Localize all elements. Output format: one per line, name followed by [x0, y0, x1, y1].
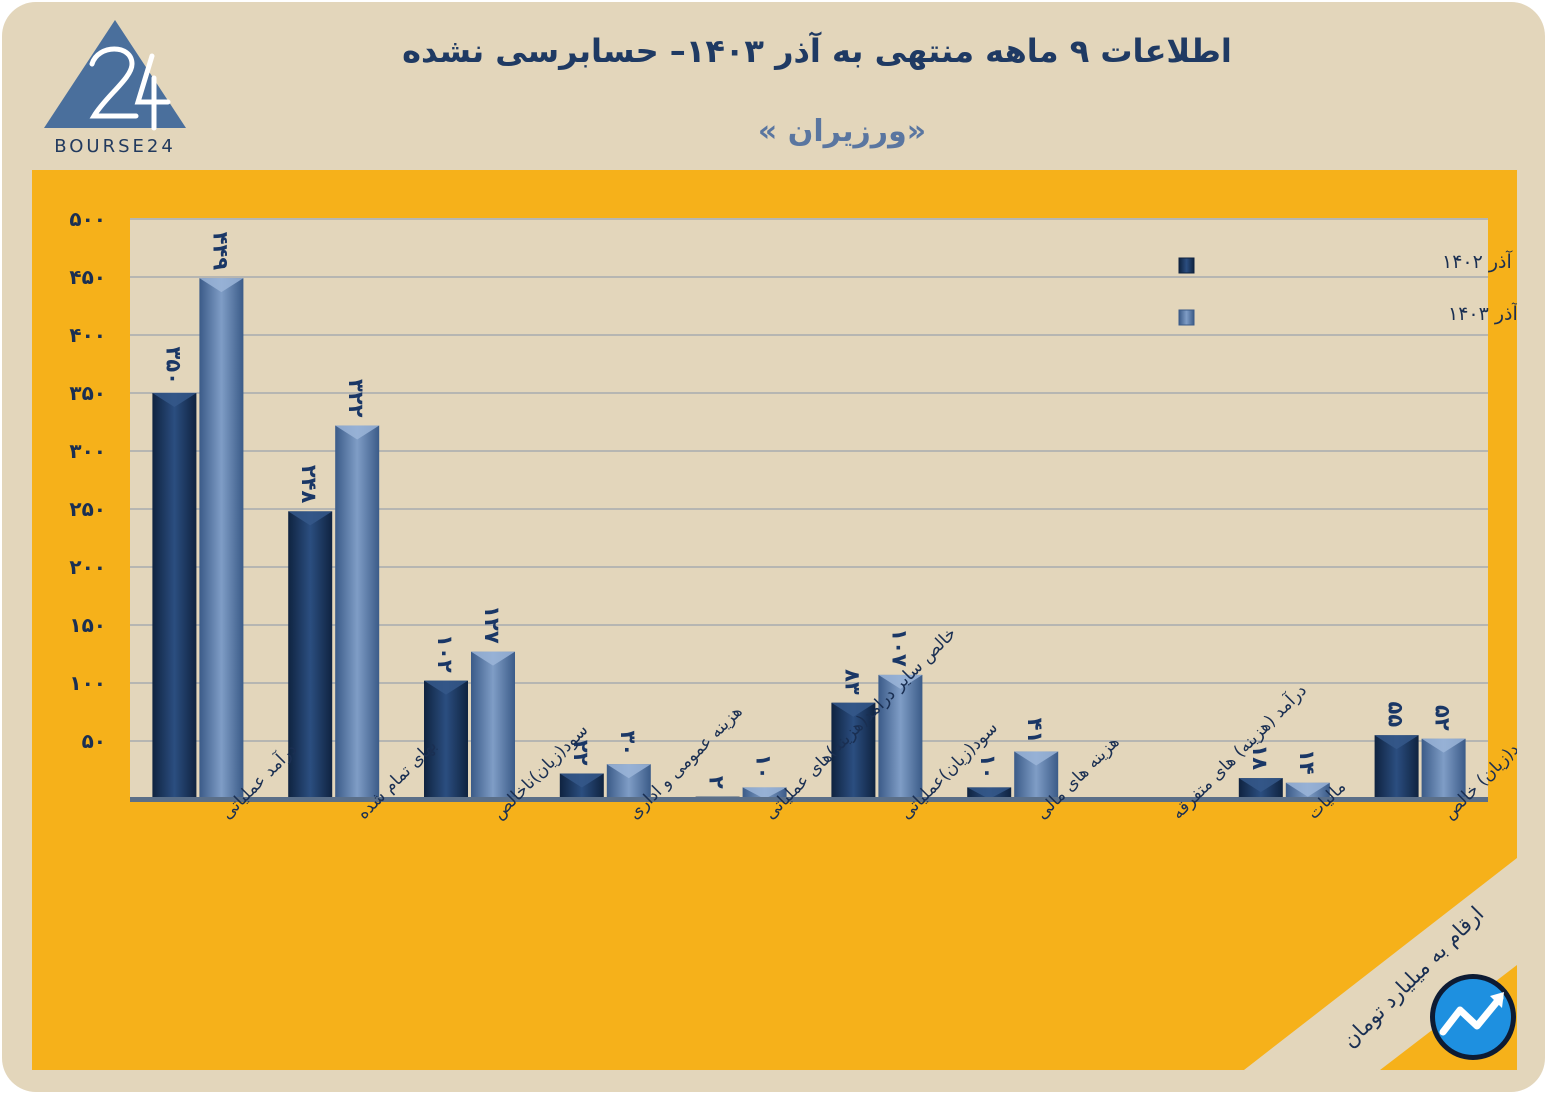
logo-two-stroke [89, 46, 139, 119]
bourse24-logo [44, 20, 186, 131]
stock-icon [1435, 979, 1511, 1055]
logo-text: BOURSE24 [54, 136, 176, 157]
bar-1403-bevel [606, 764, 651, 779]
trend-arrow-head-icon [1490, 992, 1504, 1008]
bar-1402 [152, 393, 197, 799]
bar-1402-bevel [1374, 735, 1419, 750]
units-note: ارقام به میلیارد تومان [1244, 858, 1517, 1070]
y-tick-label: ۵۰ [82, 729, 106, 753]
y-tick-label: ۲۰۰ [69, 555, 106, 579]
bar-1403-bevel [471, 651, 515, 666]
y-tick-label: ۴۰۰ [69, 323, 106, 347]
data-label-bar-1403: ۵۲ [1431, 705, 1455, 731]
legend-swatch-1402 [1178, 257, 1195, 274]
bars [152, 278, 1466, 799]
x-axis-line [130, 797, 1488, 802]
bar-1403-bevel [1014, 751, 1059, 766]
data-label-bar-1403: ۱۲۷ [480, 605, 504, 644]
data-labels: ۳۵۰ ۴۴۹ ۲۴۸ ۳۲۲ ۱۰۲ ۱۲۷ ۲۲ ۳۰ ۲ ۱۰ ۸۳ ۱۰۷ ۱۰ ۴۱ ۱۸ ۱۴ ۵۵… [161, 232, 1454, 789]
data-label-bar-1402: ۱۸ [1248, 744, 1272, 770]
bar-1402-bevel [831, 702, 876, 717]
bar-1402-bevel [288, 511, 333, 526]
data-label-bar-1402: ۲۴۸ [297, 465, 321, 504]
bar-1403-bevel [335, 425, 380, 440]
data-label-bar-1402: ۳۵۰ [161, 347, 185, 385]
data-label-bar-1403: ۳۰ [616, 731, 640, 757]
y-tick-label: ۱۵۰ [69, 613, 106, 637]
legend: عملکرد منتهی به آذر ۱۴۰۲ عملکرد منتهی به… [1178, 249, 1517, 326]
bar-1402-bevel [1238, 778, 1283, 793]
data-label-bar-1402: ۵۵ [1384, 702, 1408, 728]
legend-label-1402: عملکرد منتهی به آذر ۱۴۰۲ [1442, 249, 1517, 273]
bar-1403-bevel [742, 787, 787, 799]
y-tick-label: ۳۵۰ [69, 381, 106, 405]
legend-swatch-1403 [1178, 309, 1195, 326]
y-axis-ticks: ۵۰ ۱۰۰ ۱۵۰ ۲۰۰ ۲۵۰ ۳۰۰ ۳۵۰ ۴۰۰ ۴۵۰ ۵۰۰ [69, 207, 106, 753]
page-title: اطلاعات ۹ ماهه منتهی به آذر ۱۴۰۳– حسابرس… [402, 32, 1232, 70]
data-label-bar-1403: ۴۴۹ [208, 232, 232, 271]
data-label-bar-1403: ۳۲۲ [344, 379, 368, 418]
data-label-bar-1402: ۲ [705, 776, 729, 789]
bar-1403-bevel [199, 278, 244, 293]
bar-1402-bevel [152, 393, 197, 407]
bar-1402 [288, 511, 333, 799]
bar-1402-bevel [967, 787, 1012, 799]
y-tick-label: ۴۵۰ [69, 265, 106, 289]
data-label-bar-1403: ۱۴ [1295, 749, 1319, 775]
bar-1403-bevel [1421, 738, 1466, 753]
logo-four-stroke [134, 53, 171, 131]
data-label-bar-1402: ۱۰۲ [433, 634, 457, 673]
trend-arrow-icon [1439, 994, 1504, 1036]
legend-label-1403: عملکرد منتهی به آذر ۱۴۰۳ [1448, 301, 1517, 325]
bar-1402 [831, 702, 876, 799]
y-tick-label: ۵۰۰ [69, 207, 106, 231]
bar-1403 [199, 278, 244, 799]
data-label-bar-1403: ۱۰ [752, 754, 776, 780]
data-label-bar-1403: ۱۰۷ [887, 628, 911, 667]
bar-1402-bevel [559, 773, 604, 788]
bar-1403 [878, 674, 923, 799]
data-label-bar-1402: ۸۳ [840, 669, 864, 695]
company-name: «ورزیران » [757, 114, 927, 149]
logo-triangle [44, 20, 186, 128]
bar-1403-bevel [1285, 782, 1330, 797]
data-label-bar-1402: ۲۲ [569, 740, 593, 766]
chart-panel: ۵۰ ۱۰۰ ۱۵۰ ۲۰۰ ۲۵۰ ۳۰۰ ۳۵۰ ۴۰۰ ۴۵۰ ۵۰۰ ۳۵۰ ۴۴۹ ۲۴۸ ۳… [32, 170, 1517, 1070]
data-label-bar-1403: ۴۱ [1023, 718, 1047, 744]
bar-1403 [471, 651, 515, 799]
data-label-bar-1402: ۱۰ [976, 754, 1000, 780]
y-tick-label: ۱۰۰ [69, 671, 106, 695]
bar-1402-bevel [424, 680, 468, 695]
y-tick-label: ۳۰۰ [69, 439, 106, 463]
y-tick-label: ۲۵۰ [69, 497, 106, 521]
bar-1403 [335, 425, 380, 799]
bar-1403-bevel [878, 674, 923, 689]
bar-1402 [424, 680, 468, 799]
